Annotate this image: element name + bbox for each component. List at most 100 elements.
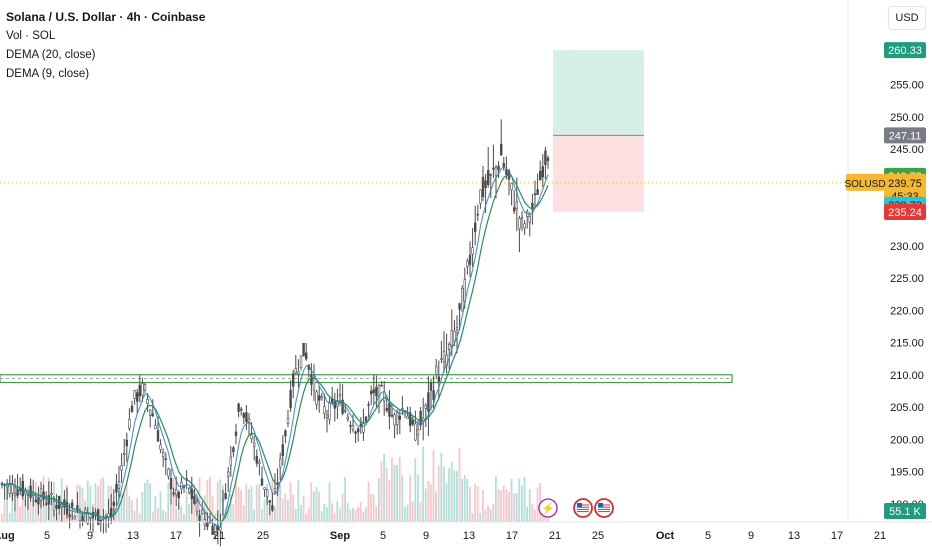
volume-bar xyxy=(261,508,263,522)
candle xyxy=(284,430,287,437)
volume-bar xyxy=(276,478,279,522)
volume-bar xyxy=(120,493,123,522)
candle xyxy=(120,465,123,471)
volume-bar xyxy=(518,478,521,522)
candle xyxy=(164,458,167,461)
volume-bar xyxy=(474,483,476,522)
flag-canton xyxy=(577,503,582,507)
candle xyxy=(499,143,503,156)
candle xyxy=(0,483,4,485)
volume-bar xyxy=(198,477,201,522)
volume-bar xyxy=(440,452,443,522)
candle xyxy=(299,355,303,368)
volume-bar xyxy=(133,510,136,522)
candle xyxy=(351,425,355,431)
volume-bar xyxy=(157,508,159,522)
symbol-label: SOLUSD xyxy=(844,179,885,190)
candle xyxy=(151,413,154,416)
legend-volume[interactable]: Vol · SOL xyxy=(6,30,56,42)
price-tick-label: 195.00 xyxy=(890,467,924,479)
volume-bar xyxy=(372,494,375,522)
candle xyxy=(78,512,82,522)
volume-bar xyxy=(86,480,89,522)
volume-bar xyxy=(245,484,248,522)
volume-bar xyxy=(391,457,393,522)
candle xyxy=(538,170,542,180)
volume-bar xyxy=(302,495,305,522)
candle xyxy=(401,408,404,410)
legend-dema-20[interactable]: DEMA (20, close) xyxy=(6,49,96,61)
candle xyxy=(471,247,474,255)
candle xyxy=(81,515,84,522)
candle xyxy=(372,389,375,394)
volume-bar xyxy=(383,454,385,522)
price-tick-label: 215.00 xyxy=(890,338,924,350)
price-tick-label: 250.00 xyxy=(890,112,924,124)
candle xyxy=(466,260,469,267)
candle xyxy=(278,458,282,468)
stop-loss-zone[interactable] xyxy=(553,135,644,212)
volume-bar xyxy=(450,461,453,522)
candle xyxy=(281,444,284,457)
candle xyxy=(232,447,235,453)
time-tick-label: 17 xyxy=(506,530,518,542)
volume-bar xyxy=(185,488,188,522)
volume-bar xyxy=(331,503,333,522)
volume-bar xyxy=(328,481,331,522)
lightning-event-icon[interactable] xyxy=(538,498,558,518)
candle xyxy=(73,516,77,520)
time-tick-label: 25 xyxy=(592,530,604,542)
volume-bar xyxy=(170,504,172,522)
price-tick-label: 205.00 xyxy=(890,402,924,414)
volume-bar xyxy=(279,484,281,522)
volume-bar xyxy=(315,487,318,522)
volume-bar xyxy=(476,486,479,522)
lightning-event-glyph: ⚡ xyxy=(541,502,555,515)
time-tick-label: 21 xyxy=(549,530,561,542)
candle xyxy=(273,487,277,492)
candle xyxy=(172,492,175,495)
us-flag-event-icon[interactable] xyxy=(594,498,614,518)
candle xyxy=(341,399,344,414)
legend-dema-9[interactable]: DEMA (9, close) xyxy=(6,68,90,80)
volume-bar xyxy=(172,478,175,522)
candle xyxy=(315,391,318,405)
candle xyxy=(367,404,370,406)
volume-bar xyxy=(294,508,297,522)
time-tick-label: 5 xyxy=(705,530,711,542)
current-price-label: 239.75 xyxy=(888,178,922,190)
candle xyxy=(544,150,547,166)
us-flag-event-icon[interactable] xyxy=(573,498,593,518)
candle xyxy=(395,412,399,426)
candle xyxy=(450,330,453,346)
price-tick-label: 220.00 xyxy=(890,305,924,317)
candle xyxy=(523,223,526,229)
candle xyxy=(393,414,396,426)
volume-bar xyxy=(154,496,157,522)
candle xyxy=(198,515,201,522)
volume-bar xyxy=(45,497,47,522)
volume-bar xyxy=(242,504,245,522)
candle xyxy=(234,431,238,436)
candle xyxy=(169,477,173,490)
take-profit-zone[interactable] xyxy=(553,50,644,136)
candle xyxy=(107,513,110,517)
legend-symbol-title[interactable]: Solana / U.S. Dollar · 4h · Coinbase xyxy=(6,10,206,24)
candle xyxy=(250,434,253,440)
volume-bar xyxy=(162,509,164,522)
volume-bar xyxy=(183,513,185,522)
volume-bar xyxy=(336,501,339,522)
candle xyxy=(175,489,178,496)
volume-bar xyxy=(536,487,539,522)
time-tick-label: 5 xyxy=(44,530,50,542)
volume-bar xyxy=(219,479,222,522)
candle xyxy=(159,444,162,450)
support-zone[interactable] xyxy=(0,374,733,384)
volume-bar xyxy=(528,489,531,522)
candle xyxy=(289,389,292,409)
currency-button[interactable]: USD xyxy=(888,6,926,30)
volume-bar xyxy=(125,480,128,522)
entry-label: 247.11 xyxy=(889,130,922,142)
